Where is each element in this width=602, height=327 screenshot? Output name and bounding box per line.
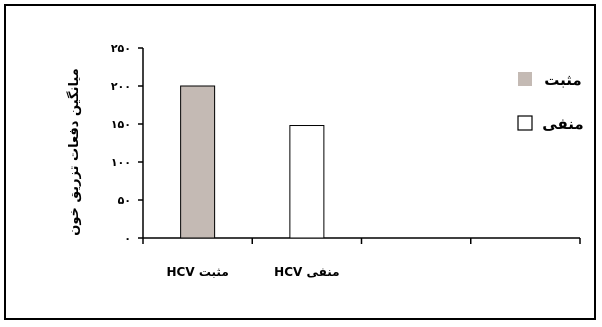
y-tick-label: ۵۰ [118, 194, 131, 207]
category-label: مثبت HCV [167, 265, 229, 279]
bars [180, 85, 325, 239]
legend: مثبت منفی [517, 71, 584, 133]
x-axis [142, 237, 581, 244]
legend-label: منفی [542, 115, 583, 133]
y-tick-label: ۱۵۰ [111, 118, 131, 131]
legend-swatch [518, 72, 532, 86]
bar-positive [180, 85, 216, 239]
y-axis-title: میانگین دفعات تزریق خون [66, 68, 82, 235]
legend-swatch [517, 115, 533, 131]
bar-negative [289, 125, 325, 239]
category-label: منفی HCV [274, 265, 339, 279]
y-tick-label: ۱۰۰ [111, 156, 131, 169]
legend-label: مثبت [544, 71, 581, 89]
y-axis: ۰ ۵۰ ۱۰۰ ۱۵۰ ۲۰۰ ۲۵۰ [111, 42, 144, 245]
y-tick-label: ۰ [124, 232, 131, 245]
y-tick-label: ۲۵۰ [111, 42, 131, 55]
category-labels: مثبت HCV منفی HCV [167, 265, 340, 279]
legend-item: مثبت [518, 71, 582, 89]
legend-item: منفی [517, 115, 584, 133]
y-tick-label: ۲۰۰ [111, 80, 131, 93]
